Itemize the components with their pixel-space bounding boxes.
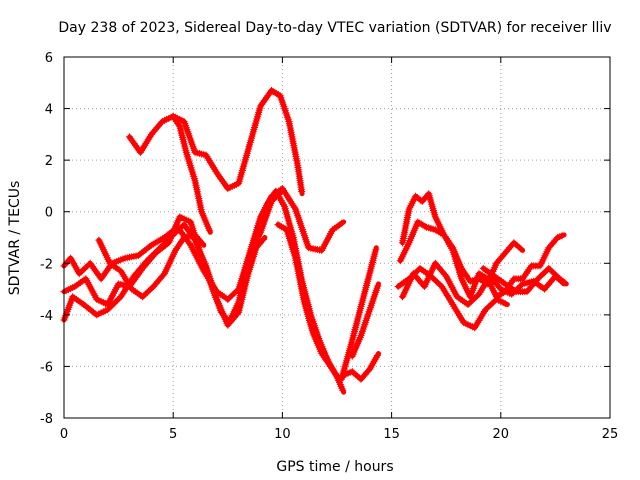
x-tick-label: 0	[60, 427, 68, 442]
series-arc2-markers	[169, 112, 213, 234]
series-arc8-markers	[263, 187, 347, 394]
x-tick-label: 20	[493, 427, 510, 442]
y-tick-label: 0	[45, 206, 53, 221]
y-tick-label: 4	[45, 103, 53, 118]
y-tick-label: -4	[40, 309, 53, 324]
y-tick-label: -6	[40, 360, 53, 375]
axis-ticks: 0 5 10 15 20 25 -8 -6 -4 -2 0 2 4 6	[40, 51, 618, 442]
series-arc1	[127, 88, 305, 197]
y-tick-label: 6	[45, 51, 53, 66]
x-tick-label: 5	[169, 427, 177, 442]
plot-frame	[63, 56, 611, 419]
series-arc9-markers	[337, 246, 380, 383]
series-arc10-markers	[348, 282, 382, 360]
series-arc14-markers	[394, 264, 509, 332]
x-tick-label: 25	[602, 427, 619, 442]
y-tick-label: 2	[45, 154, 53, 169]
series-arc6-markers	[95, 231, 206, 301]
x-tick-label: 10	[274, 427, 291, 442]
series-arc1-markers	[126, 87, 306, 195]
y-tick-label: -8	[40, 412, 53, 427]
grid	[64, 57, 610, 418]
x-axis-label: GPS time / hours	[276, 459, 393, 475]
x-tick-label: 15	[383, 427, 400, 442]
y-tick-label: -2	[40, 257, 53, 272]
y-axis-label: SDTVAR / TECUs	[7, 181, 23, 296]
data-traces	[60, 87, 569, 395]
chart-title: Day 238 of 2023, Sidereal Day-to-day VTE…	[58, 20, 611, 36]
series-arc15-markers	[479, 264, 569, 296]
